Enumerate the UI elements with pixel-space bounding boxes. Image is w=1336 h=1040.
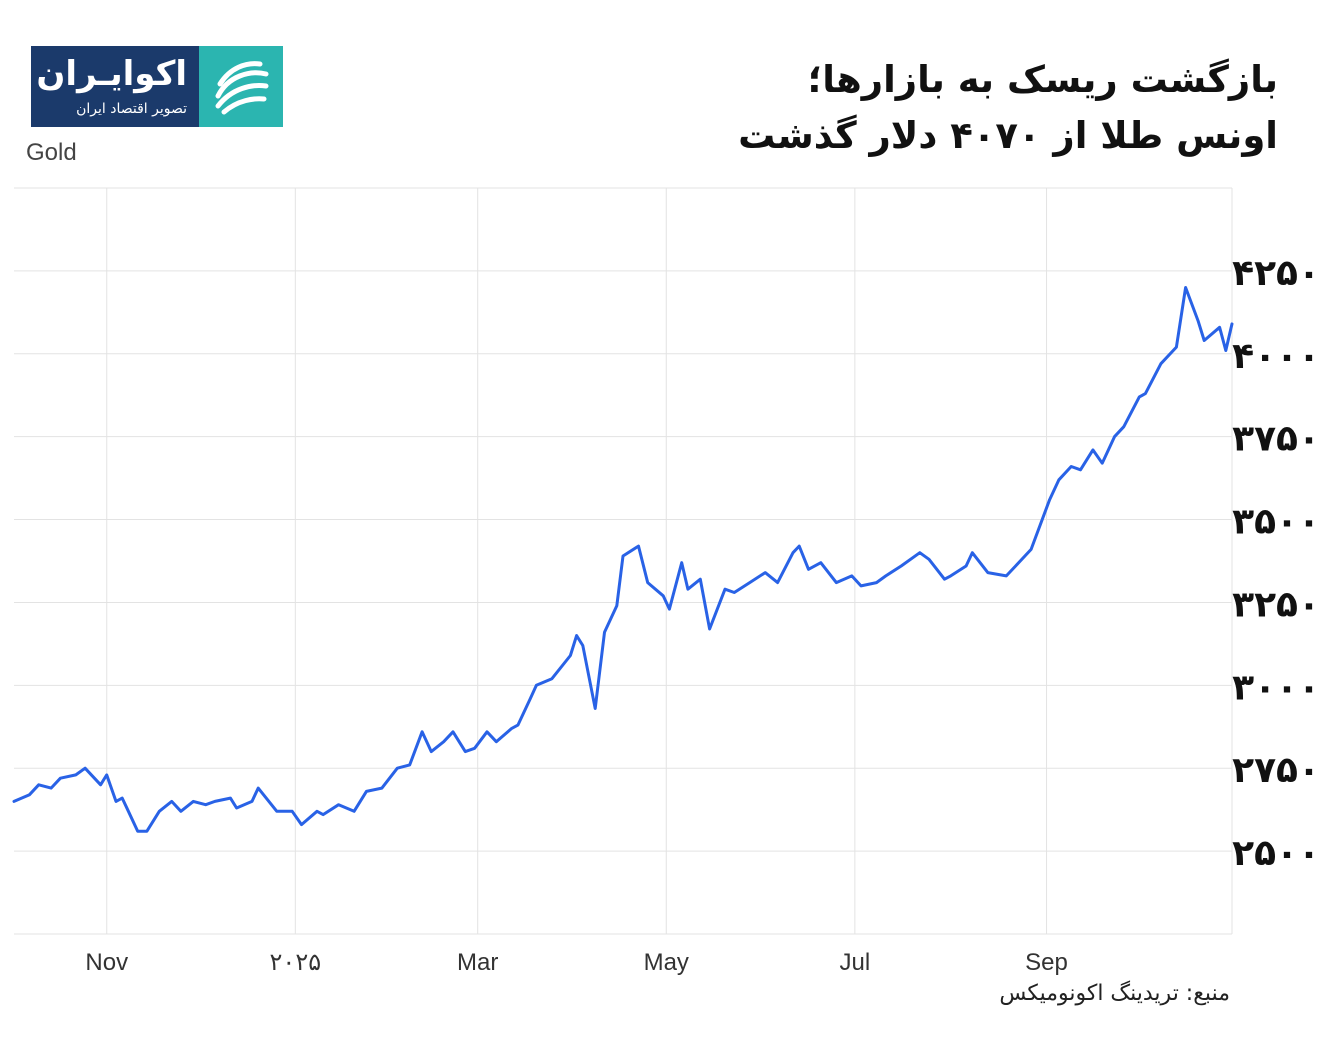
gold-price-line xyxy=(12,286,1234,833)
y-tick-label: ۲۷۵۰ xyxy=(1232,750,1320,791)
y-tick-label: ۳۲۵۰ xyxy=(1232,584,1320,625)
y-tick-label: ۳۰۰۰ xyxy=(1232,667,1320,708)
series-label: Gold xyxy=(26,139,77,166)
logo-name: اکوایـران xyxy=(36,54,187,94)
chart-title: بازگشت ریسک به بازارها؛ اونس طلا از ۴۰۷۰… xyxy=(738,52,1278,164)
y-tick-label: ۳۷۵۰ xyxy=(1232,419,1320,460)
x-tick-label: Jul xyxy=(840,949,871,976)
ecoiran-logo: اکوایـران تصویر اقتصاد ایران xyxy=(31,46,283,127)
y-tick-label: ۲۵۰۰ xyxy=(1232,833,1320,874)
logo-swirl-icon xyxy=(199,46,283,127)
logo-tagline: تصویر اقتصاد ایران xyxy=(76,101,187,117)
y-tick-label: ۴۲۵۰ xyxy=(1232,253,1320,294)
x-tick-label: Mar xyxy=(457,949,498,976)
source-note: منبع: تریدینگ اکونومیکس xyxy=(999,981,1230,1006)
x-tick-label: Sep xyxy=(1025,949,1068,976)
title-line-1: بازگشت ریسک به بازارها؛ xyxy=(807,58,1278,101)
logo-wordmark: اکوایـران تصویر اقتصاد ایران xyxy=(31,46,199,127)
x-tick-label: May xyxy=(644,949,689,976)
x-tick-label: Nov xyxy=(85,949,128,976)
y-tick-label: ۳۵۰۰ xyxy=(1232,502,1320,543)
title-line-2: اونس طلا از ۴۰۷۰ دلار گذشت xyxy=(738,114,1278,157)
x-tick-label: ۲۰۲۵ xyxy=(270,949,322,976)
y-tick-label: ۴۰۰۰ xyxy=(1232,336,1320,377)
